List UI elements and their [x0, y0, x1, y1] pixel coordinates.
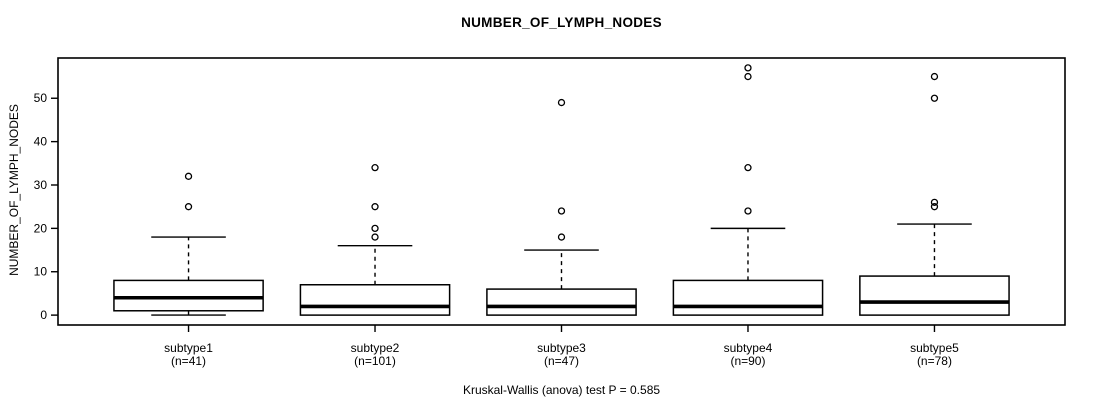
group-n-label: (n=78) — [917, 354, 952, 368]
iqr-box — [113, 279, 264, 312]
outlier-point — [557, 207, 566, 215]
group-label: subtype4 — [724, 341, 773, 355]
outlier-point — [371, 224, 379, 233]
group-n-label: (n=41) — [171, 354, 206, 368]
y-tick-label: 0 — [40, 308, 47, 322]
outlier-point — [371, 163, 379, 172]
iqr-box — [486, 288, 637, 316]
group-label: subtype5 — [910, 341, 959, 355]
outlier-point — [184, 203, 193, 211]
outlier-point — [371, 203, 379, 211]
outlier-point — [557, 98, 566, 107]
outlier-point — [930, 72, 939, 81]
stat-test-caption: Kruskal-Wallis (anova) test P = 0.585 — [462, 383, 661, 397]
outlier-point — [744, 64, 752, 72]
outlier-point — [930, 203, 939, 211]
outlier-point — [744, 163, 752, 172]
outlier-point — [557, 233, 566, 241]
outlier-point — [930, 198, 939, 206]
outlier-point — [371, 233, 379, 241]
group-label: subtype2 — [351, 341, 400, 355]
chart-title: NUMBER_OF_LYMPH_NODES — [461, 15, 662, 30]
iqr-box — [299, 284, 451, 316]
outlier-point — [744, 72, 752, 81]
group-label: subtype1 — [164, 341, 213, 355]
group-n-label: (n=47) — [544, 354, 579, 368]
outlier-point — [930, 94, 939, 102]
group-label: subtype3 — [537, 341, 586, 355]
iqr-box — [672, 279, 824, 316]
y-tick-label: 30 — [34, 178, 48, 192]
group-n-label: (n=101) — [354, 354, 396, 368]
iqr-box — [859, 275, 1010, 316]
y-tick-label: 40 — [34, 135, 48, 149]
outlier-point — [184, 172, 193, 180]
y-tick-label: 10 — [34, 265, 48, 279]
y-tick-label: 50 — [34, 91, 48, 105]
y-tick-label: 20 — [34, 221, 48, 235]
outlier-point — [744, 207, 752, 215]
group-n-label: (n=90) — [730, 354, 765, 368]
